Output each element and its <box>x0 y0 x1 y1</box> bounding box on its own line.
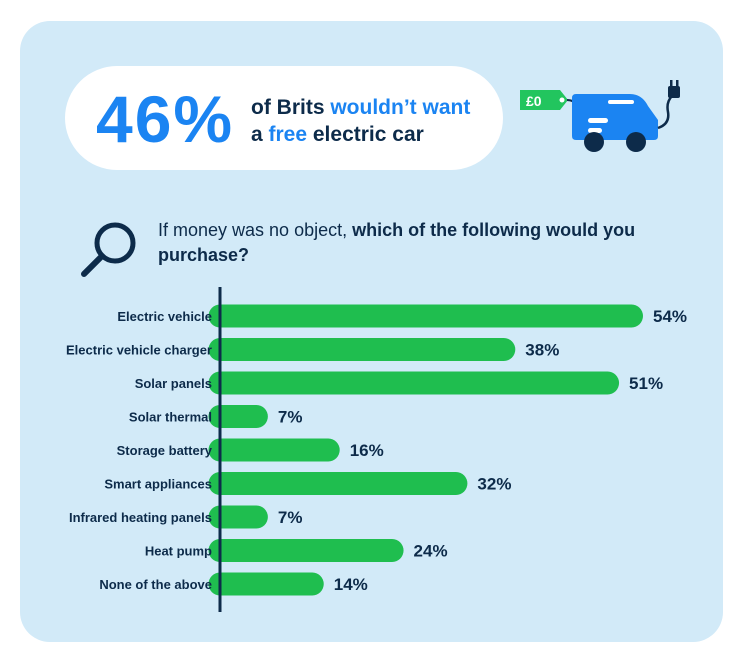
value-label-1: 38% <box>525 341 559 360</box>
value-label-2: 51% <box>629 374 663 393</box>
headline-line-2: a free electric car <box>251 121 491 148</box>
question-plain: If money was no object, <box>158 220 353 240</box>
category-label-5: Smart appliances <box>104 477 212 492</box>
bar-0 <box>208 304 643 328</box>
bar-5 <box>208 472 468 495</box>
value-label-5: 32% <box>477 475 511 494</box>
headline-line2-plain-a: a <box>251 123 269 146</box>
headline-line2-highlight: free <box>268 123 308 146</box>
value-label-3: 7% <box>278 408 303 427</box>
electric-car-icon: £0 <box>520 80 680 152</box>
headline-card <box>65 66 503 170</box>
category-label-4: Storage battery <box>117 443 213 458</box>
value-label-6: 7% <box>278 508 303 527</box>
bar-8 <box>208 572 324 596</box>
question-text: If money was no object, which of the fol… <box>158 218 658 268</box>
category-label-2: Solar panels <box>135 376 212 391</box>
value-label-0: 54% <box>653 307 687 326</box>
labels-group: Electric vehicle 54% Electric vehicle char… <box>66 307 687 594</box>
plug-icon <box>657 80 680 130</box>
category-label-3: Solar thermal <box>129 410 212 425</box>
bar-7 <box>208 539 404 562</box>
price-tag-icon: £0 <box>520 90 568 110</box>
category-label-6: Infrared heating panels <box>69 510 212 525</box>
value-label-7: 24% <box>414 542 448 561</box>
question-bold: which of the following would you purchas… <box>158 220 636 265</box>
bars-group <box>208 304 643 596</box>
category-label-0: Electric vehicle <box>117 309 212 324</box>
headline-line1-highlight: wouldn’t want <box>330 96 471 119</box>
headline-text: of Brits wouldn’t want a free electric c… <box>251 94 491 148</box>
bar-1 <box>208 338 516 361</box>
headline-line2-plain-b: electric car <box>307 123 424 146</box>
price-tag-label: £0 <box>526 93 542 109</box>
bar-3 <box>208 405 268 428</box>
bar-4 <box>208 438 340 462</box>
bar-2 <box>208 371 620 395</box>
headline-line-1: of Brits wouldn’t want <box>251 94 491 121</box>
headline-line1-plain: of Brits <box>251 96 331 119</box>
bar-6 <box>208 505 268 529</box>
value-label-8: 14% <box>334 575 368 594</box>
search-icon <box>81 222 136 277</box>
headline-stat: 46% <box>96 82 235 156</box>
category-label-8: None of the above <box>99 577 212 592</box>
category-label-1: Electric vehicle charger <box>66 343 212 358</box>
category-label-7: Heat pump <box>145 544 212 559</box>
value-label-4: 16% <box>350 441 384 460</box>
